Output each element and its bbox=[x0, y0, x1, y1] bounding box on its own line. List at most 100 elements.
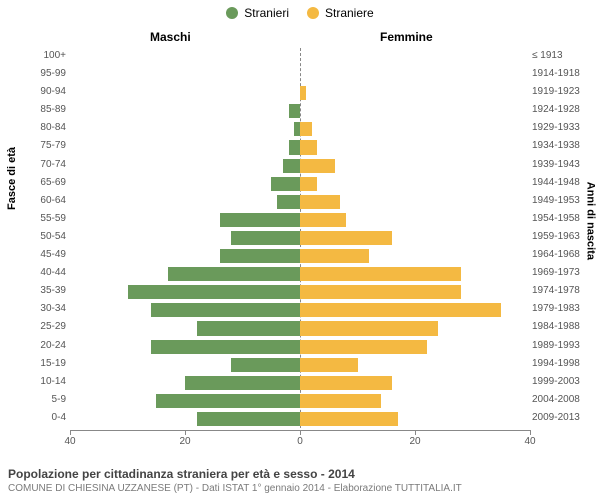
birth-year-label: 1999-2003 bbox=[532, 376, 592, 387]
bar-row: 50-541959-1963 bbox=[70, 229, 530, 247]
legend-item-female: Straniere bbox=[307, 6, 374, 20]
birth-year-label: 2004-2008 bbox=[532, 394, 592, 405]
female-bar bbox=[300, 195, 340, 209]
female-bar bbox=[300, 231, 392, 245]
male-bar bbox=[220, 213, 301, 227]
birth-year-label: 1984-1988 bbox=[532, 321, 592, 332]
male-bar bbox=[197, 412, 301, 426]
x-tick bbox=[415, 430, 416, 435]
female-bar bbox=[300, 86, 306, 100]
birth-year-label: 1964-1968 bbox=[532, 249, 592, 260]
male-bar bbox=[151, 303, 301, 317]
birth-year-label: 2009-2013 bbox=[532, 412, 592, 423]
male-bar bbox=[277, 195, 300, 209]
age-label: 20-24 bbox=[26, 340, 66, 351]
birth-year-label: 1969-1973 bbox=[532, 267, 592, 278]
age-label: 70-74 bbox=[26, 159, 66, 170]
x-tick-label: 0 bbox=[297, 436, 303, 447]
legend-male-label: Stranieri bbox=[244, 6, 289, 20]
bar-row: 20-241989-1993 bbox=[70, 338, 530, 356]
male-bar bbox=[271, 177, 300, 191]
x-tick bbox=[530, 430, 531, 435]
bar-row: 35-391974-1978 bbox=[70, 283, 530, 301]
birth-year-label: 1924-1928 bbox=[532, 104, 592, 115]
age-label: 55-59 bbox=[26, 213, 66, 224]
bar-row: 45-491964-1968 bbox=[70, 247, 530, 265]
x-tick-label: 20 bbox=[409, 436, 420, 447]
male-bar bbox=[151, 340, 301, 354]
birth-year-label: 1954-1958 bbox=[532, 213, 592, 224]
bar-row: 70-741939-1943 bbox=[70, 157, 530, 175]
male-bar bbox=[289, 104, 301, 118]
female-bar bbox=[300, 394, 381, 408]
male-bar bbox=[283, 159, 300, 173]
female-bar bbox=[300, 303, 501, 317]
birth-year-label: 1919-1923 bbox=[532, 86, 592, 97]
female-bar bbox=[300, 159, 335, 173]
age-label: 100+ bbox=[26, 50, 66, 61]
age-label: 40-44 bbox=[26, 267, 66, 278]
header-femmine: Femmine bbox=[380, 30, 433, 44]
bar-row: 60-641949-1953 bbox=[70, 193, 530, 211]
birth-year-label: 1994-1998 bbox=[532, 358, 592, 369]
age-label: 65-69 bbox=[26, 177, 66, 188]
age-label: 5-9 bbox=[26, 394, 66, 405]
age-label: 35-39 bbox=[26, 285, 66, 296]
male-bar bbox=[220, 249, 301, 263]
x-tick bbox=[300, 430, 301, 435]
birth-year-label: 1979-1983 bbox=[532, 303, 592, 314]
bar-row: 90-941919-1923 bbox=[70, 84, 530, 102]
male-bar bbox=[185, 376, 300, 390]
x-axis: 402002040 bbox=[70, 430, 530, 460]
female-bar bbox=[300, 267, 461, 281]
male-bar bbox=[128, 285, 301, 299]
female-bar bbox=[300, 140, 317, 154]
age-label: 90-94 bbox=[26, 86, 66, 97]
bar-row: 80-841929-1933 bbox=[70, 120, 530, 138]
bar-row: 30-341979-1983 bbox=[70, 301, 530, 319]
bar-row: 0-42009-2013 bbox=[70, 410, 530, 428]
x-tick-label: 40 bbox=[64, 436, 75, 447]
age-label: 80-84 bbox=[26, 122, 66, 133]
y-axis-left-title: Fasce di età bbox=[6, 147, 18, 210]
age-label: 60-64 bbox=[26, 195, 66, 206]
age-label: 25-29 bbox=[26, 321, 66, 332]
male-swatch-icon bbox=[226, 7, 238, 19]
female-swatch-icon bbox=[307, 7, 319, 19]
chart-footer: Popolazione per cittadinanza straniera p… bbox=[8, 467, 592, 494]
bar-row: 5-92004-2008 bbox=[70, 392, 530, 410]
birth-year-label: 1974-1978 bbox=[532, 285, 592, 296]
female-bar bbox=[300, 285, 461, 299]
male-bar bbox=[231, 358, 300, 372]
age-label: 10-14 bbox=[26, 376, 66, 387]
bar-row: 40-441969-1973 bbox=[70, 265, 530, 283]
birth-year-label: 1949-1953 bbox=[532, 195, 592, 206]
bar-row: 85-891924-1928 bbox=[70, 102, 530, 120]
bar-row: 10-141999-2003 bbox=[70, 374, 530, 392]
legend-item-male: Stranieri bbox=[226, 6, 289, 20]
bar-row: 55-591954-1958 bbox=[70, 211, 530, 229]
male-bar bbox=[197, 321, 301, 335]
age-label: 75-79 bbox=[26, 140, 66, 151]
female-bar bbox=[300, 358, 358, 372]
column-headers: Maschi Femmine bbox=[0, 30, 600, 46]
chart-source: COMUNE DI CHIESINA UZZANESE (PT) - Dati … bbox=[8, 483, 592, 494]
age-label: 30-34 bbox=[26, 303, 66, 314]
male-bar bbox=[231, 231, 300, 245]
x-tick bbox=[185, 430, 186, 435]
bar-row: 25-291984-1988 bbox=[70, 319, 530, 337]
birth-year-label: 1989-1993 bbox=[532, 340, 592, 351]
legend: Stranieri Straniere bbox=[0, 6, 600, 20]
birth-year-label: 1939-1943 bbox=[532, 159, 592, 170]
age-label: 95-99 bbox=[26, 68, 66, 79]
birth-year-label: 1944-1948 bbox=[532, 177, 592, 188]
x-tick bbox=[70, 430, 71, 435]
female-bar bbox=[300, 412, 398, 426]
bar-row: 65-691944-1948 bbox=[70, 175, 530, 193]
legend-female-label: Straniere bbox=[325, 6, 374, 20]
female-bar bbox=[300, 340, 427, 354]
plot-area: 100+≤ 191395-991914-191890-941919-192385… bbox=[70, 48, 530, 428]
birth-year-label: ≤ 1913 bbox=[532, 50, 592, 61]
female-bar bbox=[300, 213, 346, 227]
age-label: 85-89 bbox=[26, 104, 66, 115]
